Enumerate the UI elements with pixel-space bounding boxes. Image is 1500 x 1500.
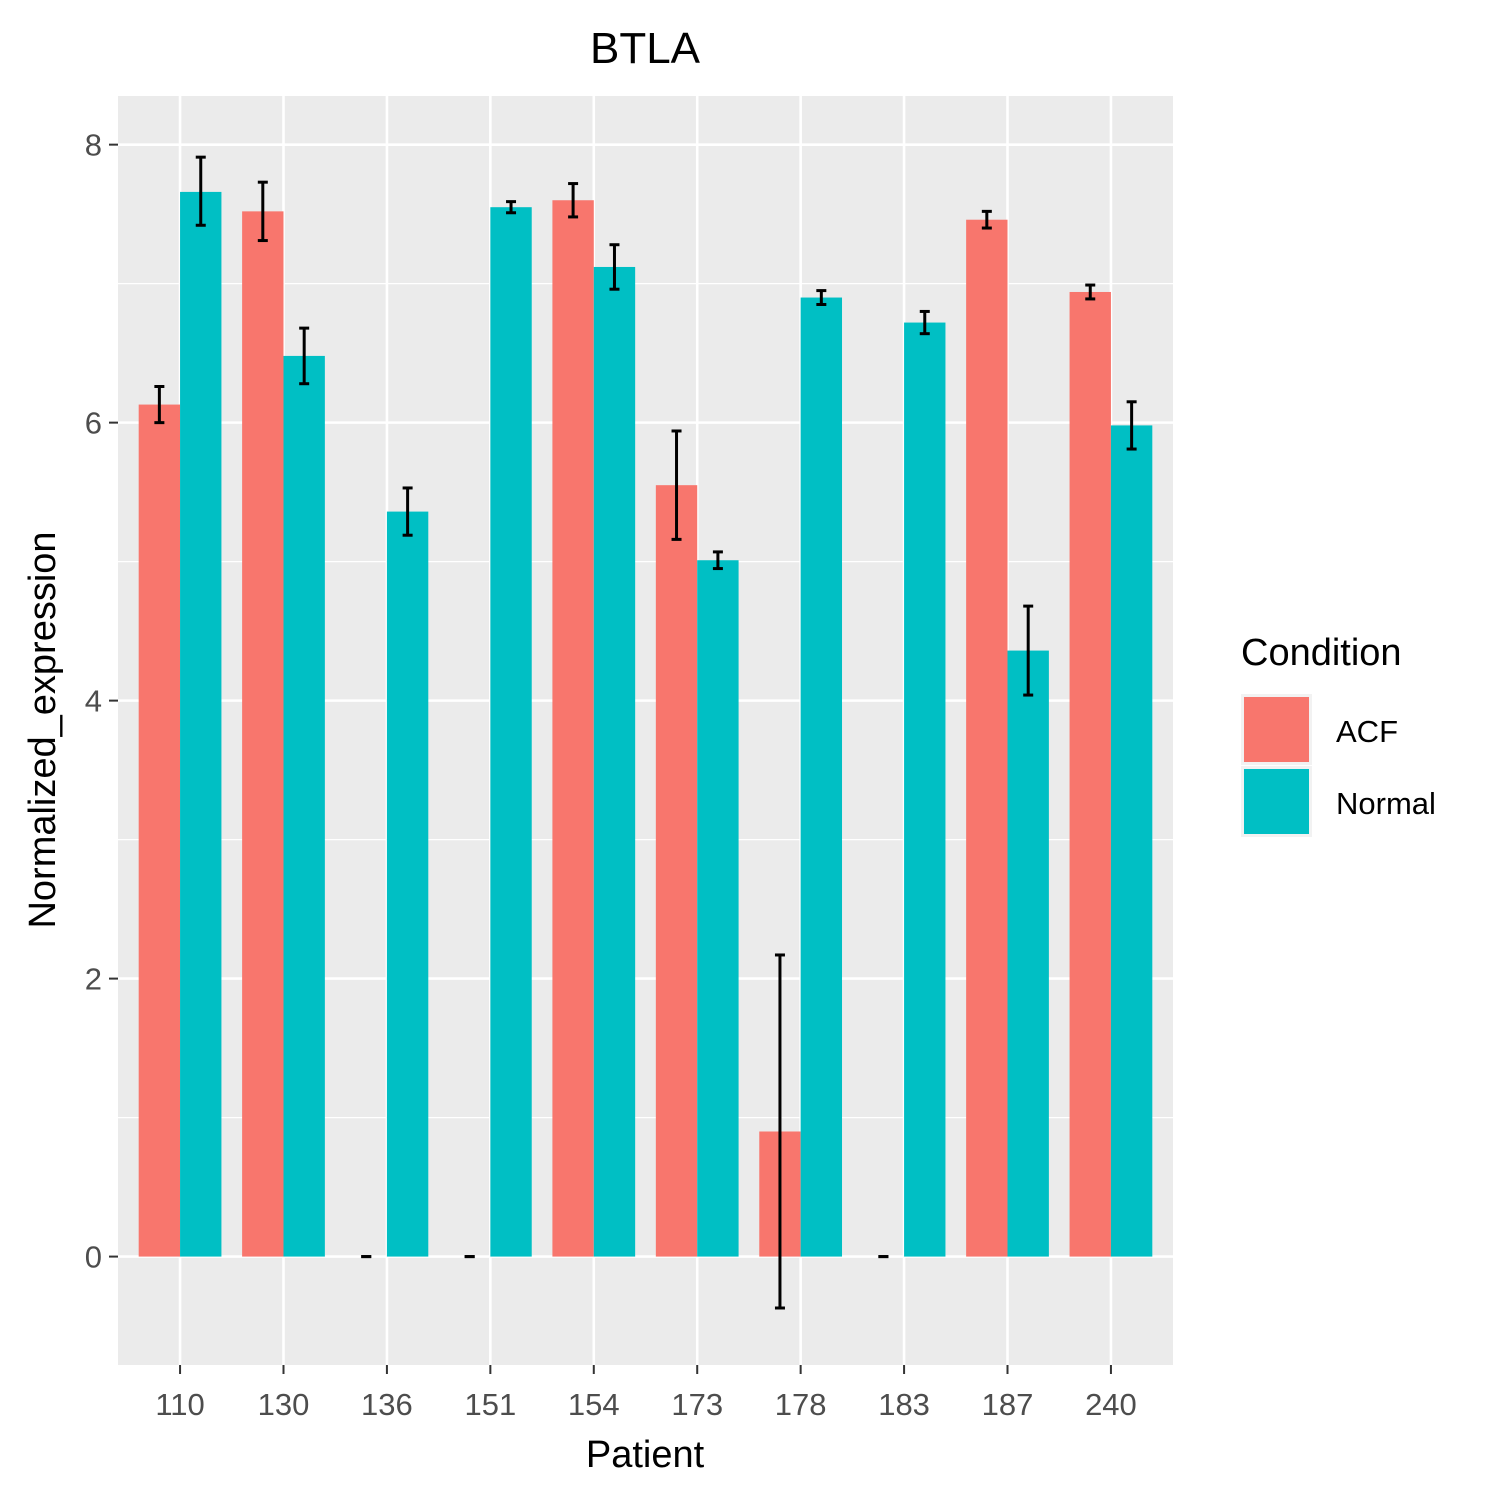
y-tick-label: 6 [85, 406, 102, 441]
bar-acf [552, 200, 594, 1257]
bar-normal [180, 191, 222, 1257]
legend-label: Normal [1336, 786, 1436, 821]
x-tick-label: 183 [878, 1387, 930, 1422]
bar-acf [242, 211, 284, 1257]
y-tick-label: 0 [85, 1240, 102, 1275]
y-axis-title: Normalized_expression [22, 531, 64, 928]
x-tick-label: 151 [464, 1387, 516, 1422]
x-tick-label: 154 [568, 1387, 620, 1422]
bar-normal [1110, 425, 1153, 1257]
bar-normal [490, 207, 532, 1257]
bar-acf [966, 219, 1008, 1257]
error-bars [154, 155, 1137, 1310]
bar-normal [697, 560, 739, 1257]
bar-normal [283, 355, 325, 1257]
chart-title: BTLA [590, 24, 701, 73]
x-axis-title: Patient [586, 1434, 705, 1476]
bar-normal [800, 297, 843, 1257]
bar-acf [138, 404, 181, 1257]
legend: Condition ACF Normal [1241, 632, 1436, 837]
bar-acf [1069, 291, 1111, 1257]
bars [138, 191, 1153, 1257]
legend-key-normal [1244, 769, 1309, 834]
bar-acf [655, 485, 698, 1257]
legend-title: Condition [1241, 632, 1402, 674]
x-tick-label: 240 [1085, 1387, 1137, 1422]
y-axis: 0 2 4 6 8 [85, 128, 118, 1275]
x-tick-label: 136 [361, 1387, 413, 1422]
legend-key-acf [1244, 697, 1309, 762]
bar-normal [904, 322, 946, 1257]
x-axis: 110 130 136 151 154 173 178 183 187 240 [155, 1365, 1137, 1422]
y-tick-label: 2 [85, 962, 102, 997]
bar-normal [386, 511, 429, 1257]
x-tick-label: 110 [155, 1387, 204, 1422]
y-tick-label: 8 [85, 128, 102, 163]
bar-normal [1007, 650, 1049, 1257]
bar-normal [593, 266, 636, 1257]
x-tick-label: 187 [982, 1387, 1034, 1422]
x-tick-label: 130 [258, 1387, 310, 1422]
y-tick-label: 4 [85, 684, 102, 719]
x-tick-label: 173 [671, 1387, 723, 1422]
legend-label: ACF [1336, 714, 1398, 749]
x-tick-label: 178 [775, 1387, 827, 1422]
